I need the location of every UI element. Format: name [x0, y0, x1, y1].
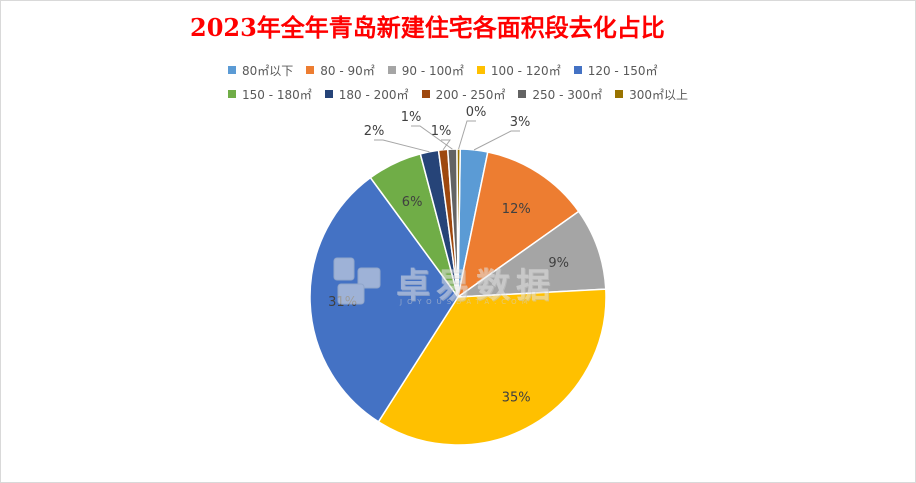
data-label: 12%	[502, 202, 531, 217]
legend-item-200-250: 200 - 250㎡	[421, 86, 506, 103]
legend-item-90-100: 90 - 100㎡	[387, 62, 464, 79]
legend-swatch	[573, 66, 582, 74]
legend-item-80-below: 80㎡以下	[228, 62, 293, 79]
pie-slice	[456, 151, 580, 299]
watermark-text: 卓易数据	[396, 266, 556, 306]
leader-line	[441, 139, 451, 151]
pie-slice	[377, 288, 607, 446]
data-label: 0%	[466, 105, 487, 120]
pie-slice	[456, 148, 461, 298]
data-label: 2%	[364, 124, 385, 139]
legend-swatch	[518, 90, 527, 98]
data-label: 6%	[402, 195, 423, 210]
data-label: 1%	[401, 110, 422, 125]
pie-slice	[309, 176, 459, 423]
legend-label: 250 - 300㎡	[532, 87, 603, 102]
legend-item-80-90: 80 - 90㎡	[306, 62, 375, 79]
legend-row-1: 80㎡以下 80 - 90㎡ 90 - 100㎡ 100 - 120㎡ 120 …	[228, 58, 708, 82]
legend-item-180-200: 180 - 200㎡	[324, 86, 409, 103]
legend-label: 300㎡以上	[629, 87, 689, 102]
pie-slice	[455, 210, 607, 298]
legend-swatch	[324, 90, 333, 98]
data-label: 9%	[548, 256, 569, 271]
legend-label: 120 - 150㎡	[587, 63, 658, 78]
watermark-logo-icon	[333, 257, 381, 305]
legend-row-2: 150 - 180㎡ 180 - 200㎡ 200 - 250㎡ 250 - 3…	[228, 82, 708, 106]
legend-label: 80 - 90㎡	[320, 63, 375, 78]
legend-swatch	[615, 90, 624, 98]
leader-line	[374, 139, 430, 153]
leader-line	[411, 125, 453, 150]
legend-item-150-180: 150 - 180㎡	[228, 86, 312, 103]
legend-item-300-above: 300㎡以上	[615, 86, 688, 103]
chart-title: 2023年全年青岛新建住宅各面积段去化占比	[190, 13, 665, 42]
legend-swatch	[421, 90, 430, 98]
legend-label: 80㎡以下	[242, 63, 294, 78]
legend-swatch	[387, 66, 396, 74]
legend-item-250-300: 250 - 300㎡	[518, 86, 602, 103]
legend-item-120-150: 120 - 150㎡	[573, 62, 658, 79]
legend-swatch	[228, 66, 236, 74]
data-label: 3%	[510, 115, 531, 130]
leader-line	[458, 120, 476, 150]
leader-lines	[374, 120, 520, 153]
legend-swatch	[476, 66, 485, 74]
leader-line	[473, 130, 520, 151]
legend-swatch	[306, 66, 315, 74]
legend-item-100-120: 100 - 120㎡	[476, 62, 561, 79]
legend-label: 180 - 200㎡	[338, 87, 409, 102]
watermark-subtext: JOYOUSDATA.COM	[400, 298, 533, 306]
legend: 80㎡以下 80 - 90㎡ 90 - 100㎡ 100 - 120㎡ 120 …	[228, 58, 708, 106]
legend-label: 200 - 250㎡	[435, 87, 506, 102]
data-label: 35%	[502, 391, 531, 406]
legend-swatch	[228, 90, 236, 98]
pie-slices	[309, 148, 607, 446]
legend-label: 150 - 180㎡	[242, 87, 312, 102]
legend-label: 90 - 100㎡	[401, 63, 464, 78]
legend-label: 100 - 120㎡	[490, 63, 561, 78]
watermark: 卓易数据 JOYOUSDATA.COM	[330, 254, 600, 314]
data-label: 1%	[431, 124, 452, 139]
